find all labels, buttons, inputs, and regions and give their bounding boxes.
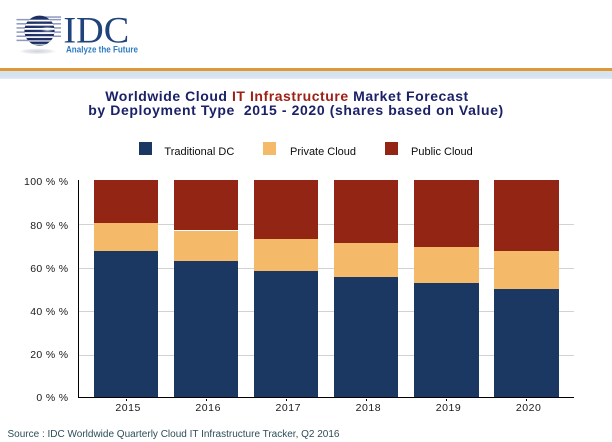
svg-text:Analyze the Future: Analyze the Future: [66, 43, 138, 54]
svg-text:IDC: IDC: [63, 10, 129, 50]
